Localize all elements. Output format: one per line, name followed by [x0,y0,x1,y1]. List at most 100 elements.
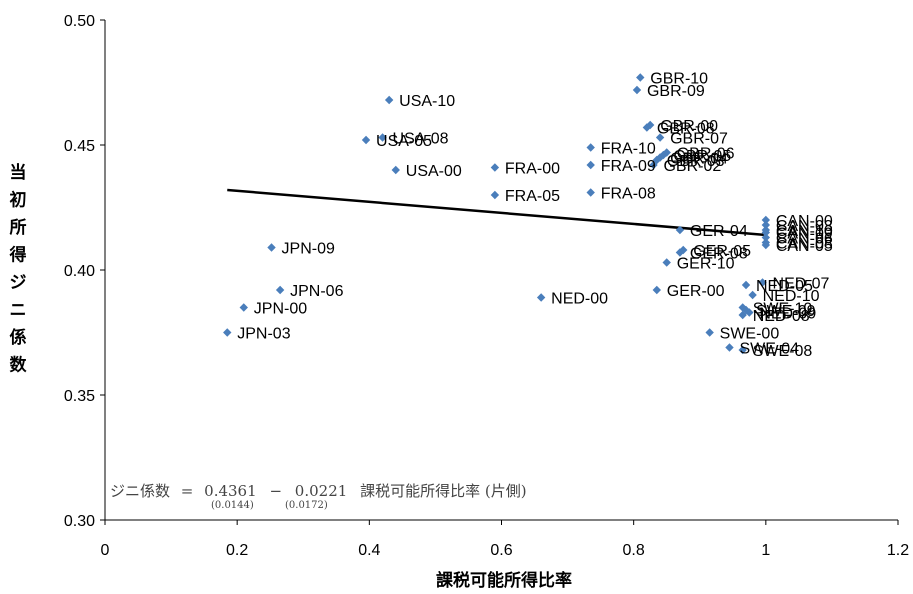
y-tick-label: 0.30 [64,513,95,530]
data-points [223,73,771,355]
x-tick-label: 1 [761,542,770,559]
data-point [586,160,595,170]
equation-slope: 0.0221 [295,482,348,500]
data-point [761,240,771,250]
data-point [642,123,652,132]
point-label: GBR-05 [673,148,731,165]
point-label: SWE-08 [753,343,813,360]
point-label: JPN-06 [290,283,343,300]
y-tick-label: 0.40 [64,263,95,280]
y-axis-title-char: 数 [10,355,28,376]
data-point [758,278,767,287]
point-label: SWE-00 [720,326,780,343]
point-label: GBR-07 [670,131,728,148]
point-label: CAN-03 [776,218,833,235]
data-point [761,215,771,225]
y-axis-title-char: ジ [10,273,27,293]
data-point [761,228,771,237]
trendline-group [227,188,766,237]
data-point [725,343,734,352]
data-point [384,95,394,105]
point-label: GER-05 [693,243,751,260]
point-label: GBR-10 [650,71,708,88]
data-point [738,345,747,355]
point-label: GBR-00 [660,118,718,135]
data-point [655,133,665,142]
data-point [675,248,685,257]
data-point [655,153,665,162]
data-point [761,233,771,242]
point-label: NED-00 [551,291,608,308]
data-point [652,155,661,165]
y-axis-title-char: 得 [9,245,27,266]
data-point [649,160,658,170]
point-label: GER-08 [690,246,748,263]
point-label: GER-10 [677,256,735,273]
equation-equals: = [181,482,194,500]
data-point [239,303,248,312]
point-label: GBR-02 [663,158,721,175]
y-axis-title-char: 当 [10,162,27,183]
data-point [738,310,747,320]
point-label: NED-08 [753,308,810,325]
data-point [748,290,757,300]
regression-line [227,188,766,237]
data-point [652,285,661,295]
point-label: SWE-10 [753,301,813,318]
data-point [679,245,688,255]
data-point [490,163,500,172]
y-axis-title-char: 所 [10,218,27,238]
point-label: GBR-08 [657,121,715,138]
point-label: GBR-09 [647,83,705,100]
data-point [675,225,685,235]
x-tick-label: 0.4 [358,542,380,559]
equation-lhs: ジニ係数 [110,482,170,500]
point-label: USA-08 [393,131,449,148]
point-label: FRA-08 [601,186,656,203]
point-label: FRA-09 [601,158,656,175]
axes [100,19,899,525]
data-point [745,308,754,317]
y-tick-label: 0.35 [64,388,95,405]
data-point [636,73,645,82]
y-tick-label: 0.50 [64,13,95,30]
point-label: USA-10 [399,93,455,110]
data-point [632,85,642,95]
x-tick-labels: 0 0.2 0.4 0.6 0.8 1 1.2 [101,542,910,559]
point-label: CAN-09 [776,226,833,243]
y-tick-labels: 0.30 0.35 0.40 0.45 0.50 [64,13,95,530]
data-point [662,148,671,157]
point-label: FRA-00 [505,161,560,178]
equation-minus: − [269,482,282,500]
point-label: NED-05 [756,278,813,295]
point-label: CAN-00 [776,213,833,230]
y-axis-title-char: 係 [10,327,27,348]
data-point [761,220,771,230]
data-point [361,135,371,145]
data-point [662,258,671,267]
point-label: FRA-10 [601,141,656,158]
point-label: CAN-05 [776,238,833,255]
point-label: FRA-05 [505,188,560,205]
point-label: NED-07 [773,276,830,293]
data-point [741,280,751,290]
data-point [586,143,595,152]
data-point [391,165,400,175]
point-label: USA-00 [406,163,462,180]
x-tick-label: 1.2 [887,542,909,559]
point-label: JPN-00 [254,301,307,318]
point-label: SWE-04 [739,341,799,358]
data-point [223,328,232,337]
point-label: SWE-09 [756,303,816,320]
data-point [490,190,500,200]
equation-rhs: 課税可能所得比率 (片側) [360,482,526,500]
point-label: NED-09 [759,306,816,323]
point-label: CAN-10 [776,223,833,240]
data-point [536,293,546,302]
point-label: CAN-08 [776,236,833,253]
data-point [267,243,276,252]
y-tick-label: 0.45 [64,138,95,155]
data-point [586,188,595,197]
